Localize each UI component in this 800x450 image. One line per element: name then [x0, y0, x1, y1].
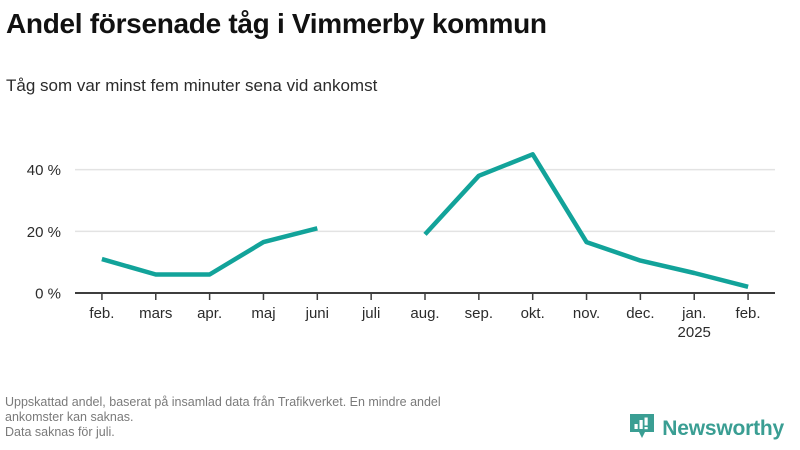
data-line-segment: [423, 152, 749, 289]
footnote-line-1: Uppskattad andel, baserat på insamlad da…: [5, 395, 441, 409]
x-axis-tick-label: feb.: [736, 305, 761, 322]
x-axis-tick-label: mars: [139, 305, 172, 322]
y-axis-tick-label: 20 %: [27, 224, 61, 241]
x-axis-tick-label: jan.: [681, 305, 706, 322]
chart-footnote: Uppskattad andel, baserat på insamlad da…: [5, 395, 625, 440]
x-axis-tick-label: okt.: [521, 305, 545, 322]
bar-chart-bubble-icon: [629, 412, 655, 445]
x-axis-tick-label: feb.: [89, 305, 114, 322]
x-axis-tick-label: nov.: [573, 305, 600, 322]
newsworthy-wordmark: Newsworthy: [662, 416, 784, 440]
x-axis-tick-label: juni: [305, 305, 329, 322]
footnote-line-3: Data saknas för juli.: [5, 425, 115, 439]
x-axis-tick-label: dec.: [626, 305, 654, 322]
data-line-segment: [101, 226, 318, 277]
y-axis-tick-label: 0 %: [35, 286, 61, 303]
x-axis-tick-label: apr.: [197, 305, 222, 322]
footnote-line-2: ankomster kan saknas.: [5, 410, 134, 424]
line-chart-svg: 0 % 20 % 40 % feb. mars apr. maj juni juli aug. s…: [27, 152, 775, 341]
chart-gridlines: [75, 168, 775, 233]
chart-subtitle: Tåg som var minst fem minuter sena vid a…: [6, 76, 378, 95]
x-axis-tick-label: juli: [361, 305, 380, 322]
page-title: Andel försenade tåg i Vimmerby kommun: [6, 8, 547, 39]
x-axis-tick-label: sep.: [465, 305, 493, 322]
y-axis-tick-label: 40 %: [27, 162, 61, 179]
chart-x-axis-ticks: feb. mars apr. maj juni juli aug. sep. okt. nov. d…: [89, 293, 761, 341]
chart-data-line: [101, 152, 749, 289]
x-axis-tick-label: aug.: [410, 305, 439, 322]
chart-y-axis-ticks: 0 % 20 % 40 %: [27, 162, 61, 302]
x-axis-tick-label: maj: [251, 305, 275, 322]
x-axis-tick-sublabel: 2025: [678, 324, 711, 341]
newsworthy-logo: Newsworthy: [629, 412, 784, 445]
